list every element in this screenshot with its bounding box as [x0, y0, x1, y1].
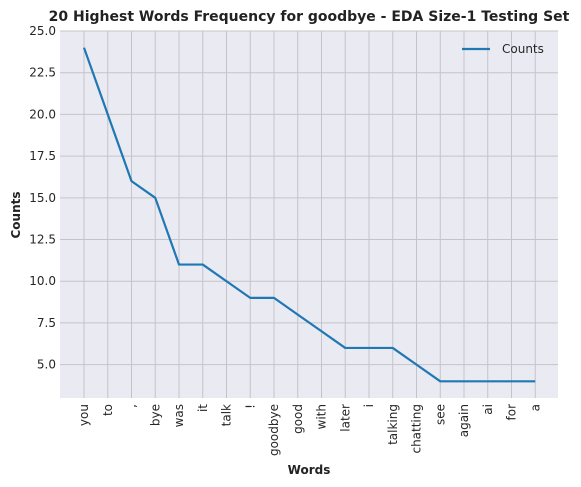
x-tick-label: later	[338, 404, 352, 432]
x-tick-label: goodbye	[267, 404, 281, 456]
y-tick-label: 22.5	[29, 66, 56, 80]
y-tick-label: 7.5	[37, 316, 56, 330]
x-tick-label: to	[101, 404, 115, 416]
plot-background	[60, 31, 558, 398]
series-layer	[82, 47, 536, 383]
x-tick-label: bye	[148, 404, 162, 426]
x-tick-label: for	[505, 404, 519, 421]
x-tick-label: was	[172, 404, 186, 427]
y-tick-label: 10.0	[29, 274, 56, 288]
x-tick-label: talking	[386, 404, 400, 445]
y-tick-label: 17.5	[29, 149, 56, 163]
x-tick-label: talk	[220, 404, 234, 426]
y-tick-label: 20.0	[29, 107, 56, 121]
x-tick-label: a	[528, 404, 542, 411]
y-axis-title: Counts	[9, 191, 23, 238]
y-gridlines	[60, 30, 558, 366]
series-line-counts	[82, 47, 536, 383]
x-tick-label: ai	[481, 404, 495, 415]
y-tick-label: 5.0	[37, 358, 56, 372]
y-tick-label: 15.0	[29, 191, 56, 205]
legend: Counts	[462, 42, 544, 56]
x-tick-labels: you to, bye was it talk! goodbye good with later i…	[77, 404, 542, 456]
x-gridlines	[83, 31, 536, 398]
x-tick-label: with	[315, 404, 329, 429]
y-tick-label: 12.5	[29, 233, 56, 247]
x-tick-label: you	[77, 404, 91, 426]
x-tick-label: chatting	[410, 404, 424, 454]
y-tick-label: 25.0	[29, 24, 56, 38]
x-tick-label: again	[457, 404, 471, 437]
chart-title: 20 Highest Words Frequency for goodbye -…	[49, 9, 570, 25]
x-tick-label: see	[433, 404, 447, 425]
x-tick-label: ,	[125, 404, 139, 408]
x-tick-label: good	[291, 404, 305, 434]
x-tick-label: !	[243, 404, 257, 409]
x-tick-label: i	[362, 404, 376, 407]
x-axis-title: Words	[288, 463, 331, 477]
legend-label: Counts	[502, 42, 544, 56]
y-tick-labels: 5.0 7.5 10.0 12.5 15.0 17.5 20.0 22.5 25.0	[29, 24, 56, 372]
x-tick-label: it	[196, 404, 210, 412]
